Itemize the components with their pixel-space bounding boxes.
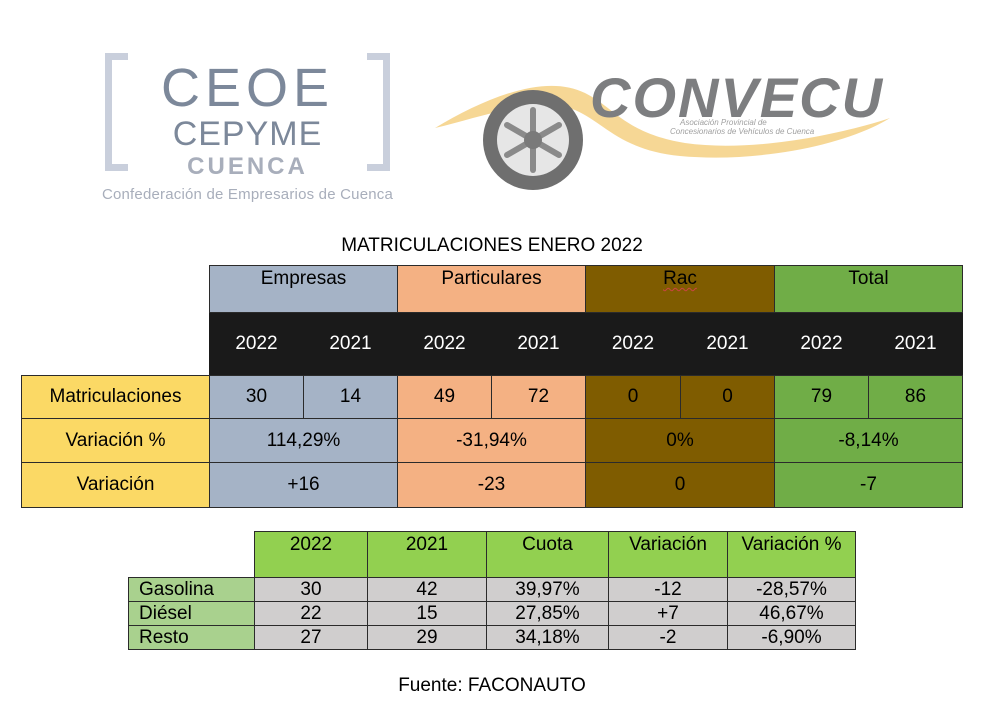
page-title: MATRICULACIONES ENERO 2022 [341,235,643,256]
fuel-cell: -12 [608,577,728,602]
ceoe-cepyme-logo: CEOE CEPYME CUENCA Confederación de Empr… [100,50,395,210]
fuel-header: 2021 [367,531,487,578]
year-header: 2022 [397,313,492,375]
cell-value: 49 [397,375,492,419]
source-note: Fuente: FACONAUTO [398,675,586,696]
logo-convecu-sub2: Concesionarios de Vehículos de Cuenca [670,127,815,136]
logo-convecu-sub1: Asociación Provincial de [680,118,767,127]
cell-value: 0% [585,418,775,463]
cell-value: 72 [491,375,586,419]
cell-value: 0 [585,375,681,419]
cell-value: +16 [209,462,398,508]
fuel-header: 2022 [254,531,368,578]
fuel-cell: 39,97% [486,577,609,602]
header-particulares: Particulares [397,265,586,313]
cell-value: 86 [868,375,963,419]
header-total: Total [774,265,963,313]
fuel-cell: 27 [254,625,368,650]
car-wheel-icon [435,85,890,190]
year-header: 2021 [868,313,963,375]
logo-cuenca-text: CUENCA [187,153,308,180]
fuel-cell: 15 [367,601,487,626]
fuel-row-label: Gasolina [128,577,255,602]
row-label-variacion: Variación [21,462,210,508]
fuel-cell: -2 [608,625,728,650]
year-header: 2021 [303,313,398,375]
year-header: 2022 [209,313,304,375]
cell-value: -8,14% [774,418,963,463]
fuel-cell: +7 [608,601,728,626]
cell-value: 0 [585,462,775,508]
year-header: 2022 [774,313,869,375]
cell-value: 0 [680,375,775,419]
logo-tagline: Confederación de Empresarios de Cuenca [101,186,394,203]
fuel-header: Variación [608,531,728,578]
fuel-row-label: Resto [128,625,255,650]
cell-value: 30 [209,375,304,419]
fuel-row-label: Diésel [128,601,255,626]
cell-value: 14 [303,375,398,419]
fuel-cell: 30 [254,577,368,602]
cell-value: 79 [774,375,869,419]
header-rac-label: Rac [663,268,697,289]
fuel-header: Variación % [727,531,856,578]
cell-value: 114,29% [209,418,398,463]
fuel-cell: 22 [254,601,368,626]
convecu-logo: CONVECU Asociación Provincial de Concesi… [425,58,895,208]
row-label-matriculaciones: Matriculaciones [21,375,210,419]
cell-value: -31,94% [397,418,586,463]
header-empresas: Empresas [209,265,398,313]
fuel-cell: -28,57% [727,577,856,602]
logo-bracket-left [105,53,128,171]
fuel-cell: 46,67% [727,601,856,626]
logo-ceoe-text: CEOE [160,58,335,118]
year-header: 2021 [491,313,586,375]
logo-cepyme-text: CEPYME [172,115,323,153]
cell-value: -23 [397,462,586,508]
fuel-cell: 34,18% [486,625,609,650]
year-header: 2022 [585,313,681,375]
fuel-cell: 27,85% [486,601,609,626]
year-header: 2021 [680,313,775,375]
row-label-variacion-pct: Variación % [21,418,210,463]
header-rac: Rac [585,265,775,313]
logo-convecu-text: CONVECU [590,66,885,129]
fuel-cell: 42 [367,577,487,602]
logo-bracket-right [367,53,390,171]
cell-value: -7 [774,462,963,508]
fuel-cell: 29 [367,625,487,650]
fuel-cell: -6,90% [727,625,856,650]
fuel-header: Cuota [486,531,609,578]
